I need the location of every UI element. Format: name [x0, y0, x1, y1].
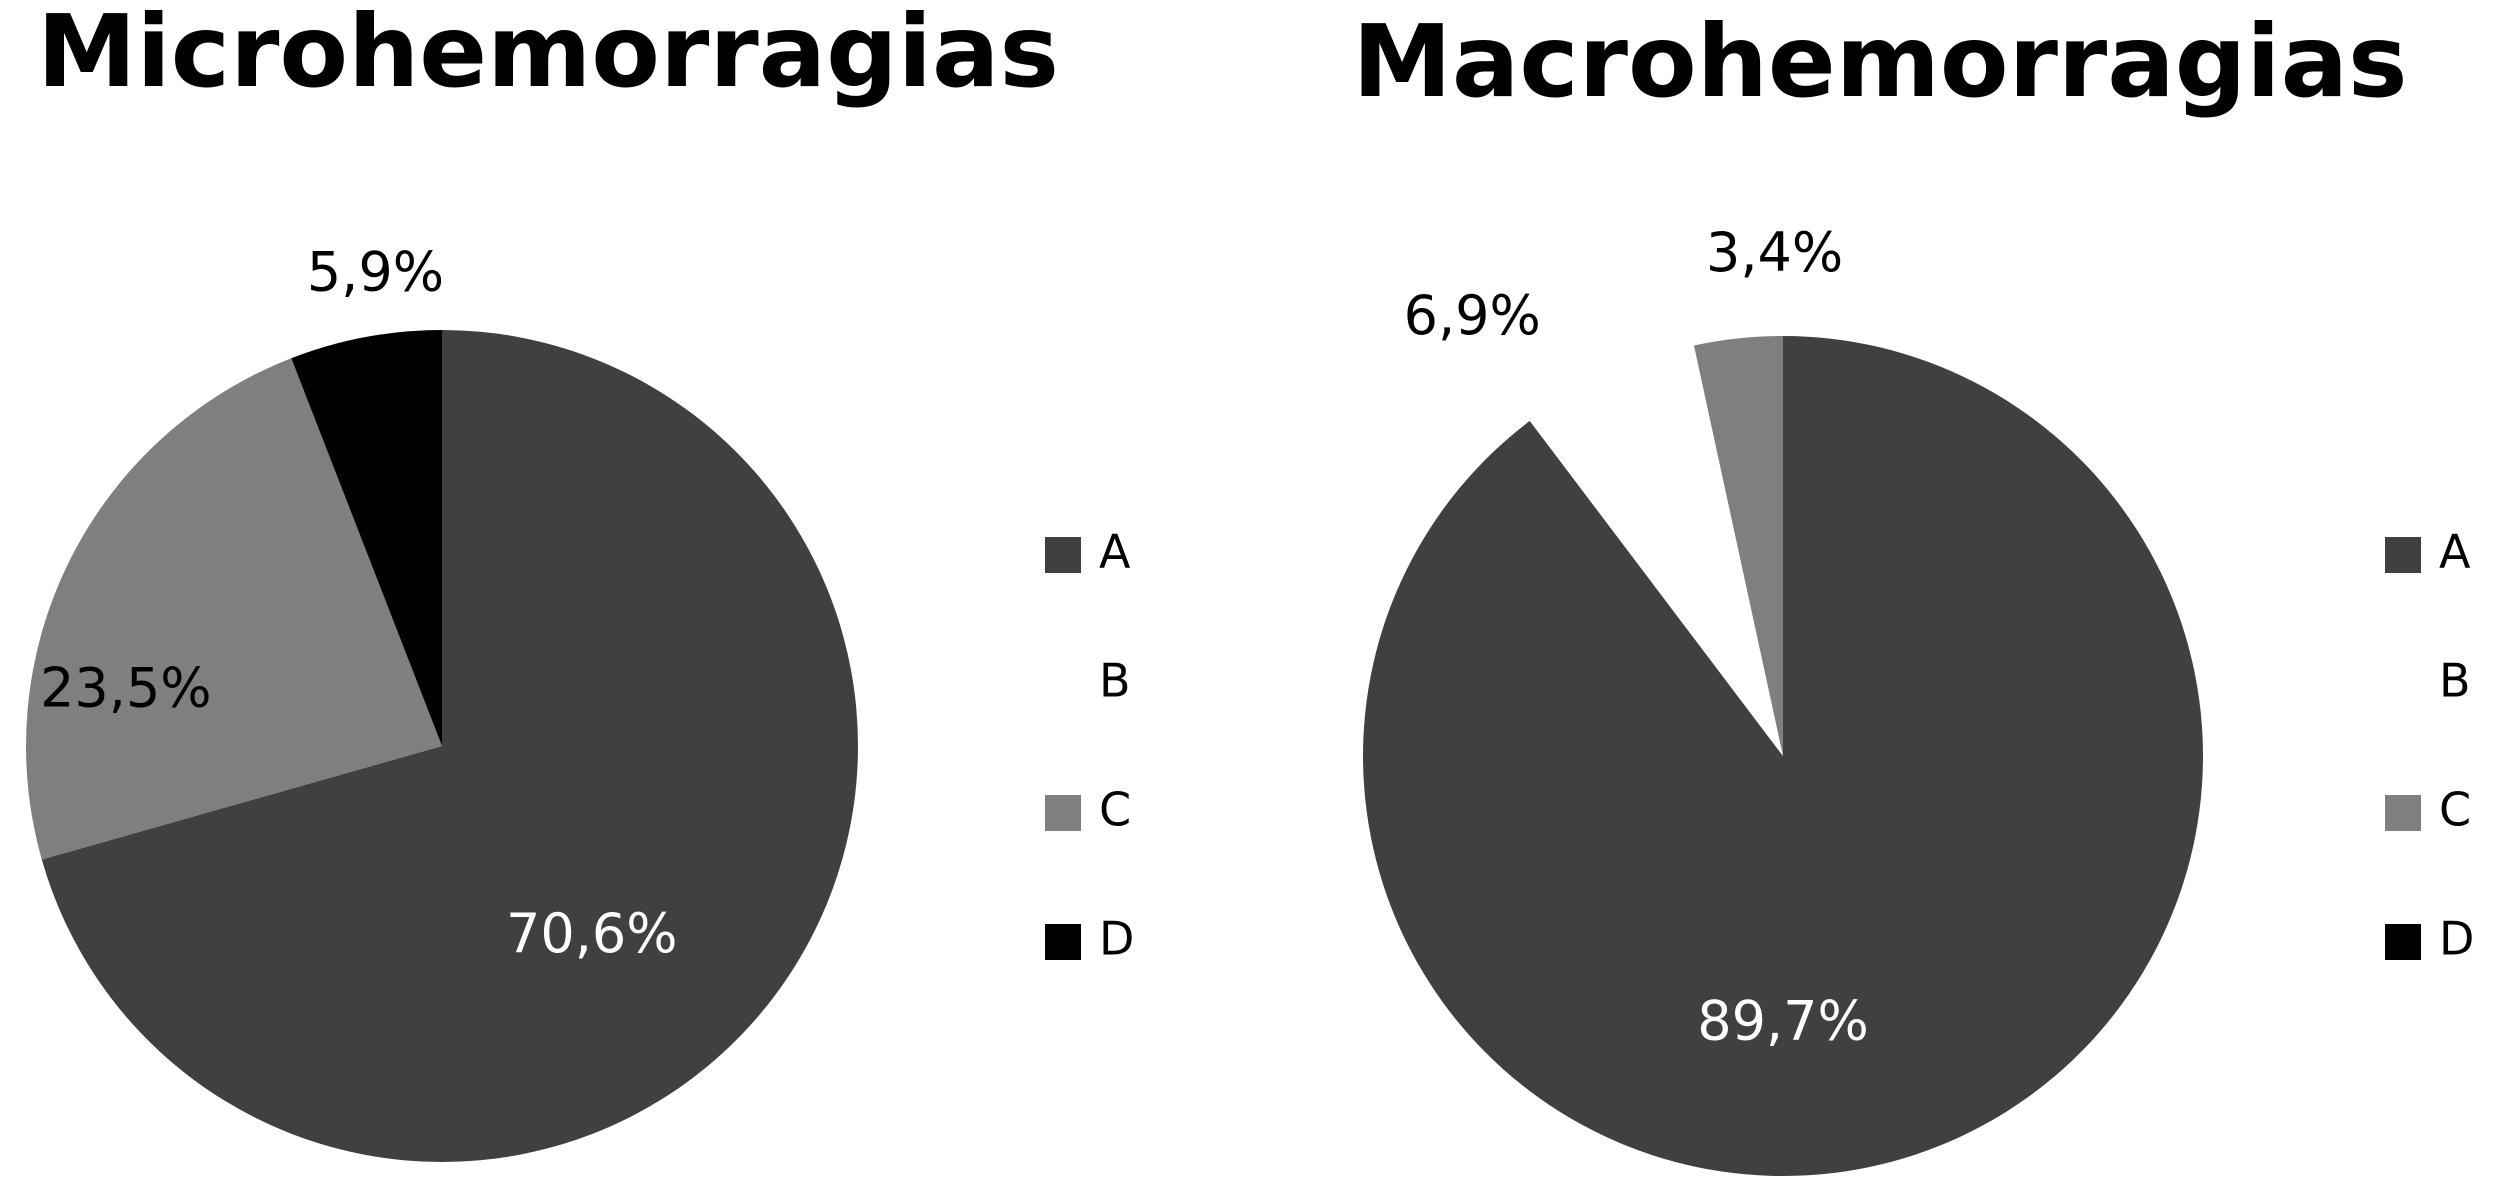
legend-micro: A B C D	[1045, 525, 1134, 966]
legend-label-a: A	[1099, 525, 1131, 579]
legend-swatch-a	[2385, 537, 2421, 573]
legend-label-c: C	[2439, 783, 2471, 837]
legend-label-a: A	[2439, 525, 2471, 579]
slice-label-c: 23,5%	[40, 657, 212, 720]
legend-label-d: D	[2439, 912, 2474, 966]
legend-swatch-d	[2385, 924, 2421, 960]
legend-label-b: B	[1099, 654, 1131, 708]
slice-label-b: 6,9%	[1404, 284, 1541, 347]
pie-slice-a	[41, 330, 858, 1162]
pie-slice-c	[1693, 336, 1783, 756]
slice-label-d: 5,9%	[307, 241, 444, 304]
legend-swatch-a	[1045, 537, 1081, 573]
legend-label-c: C	[1099, 783, 1131, 837]
pie-slice-a	[1363, 336, 2204, 1176]
legend-label-b: B	[2439, 654, 2471, 708]
slice-label-a: 89,7%	[1697, 989, 1869, 1052]
chart-micro: Microhemorragias 70,6% 23,5% 5,9% A B C D	[26, 0, 1134, 1162]
pie-slice-c	[26, 358, 443, 860]
pie-slice-d	[291, 330, 442, 746]
slice-label-a: 70,6%	[506, 902, 678, 965]
legend-label-d: D	[1099, 912, 1134, 966]
legend-swatch-d	[1045, 924, 1081, 960]
legend-swatch-c	[1045, 795, 1081, 831]
legend-swatch-b	[2385, 666, 2421, 702]
chart-title-micro: Microhemorragias	[37, 0, 1059, 110]
pie-micro: 70,6% 23,5% 5,9%	[26, 241, 858, 1162]
pie-slice-b	[1529, 345, 1783, 756]
legend-swatch-b	[1045, 666, 1081, 702]
chart-macro: Macrohemorragias 89,7% 6,9% 3,4% A B C D	[1352, 3, 2474, 1176]
pie-macro: 89,7% 6,9% 3,4%	[1363, 221, 2204, 1176]
chart-title-macro: Macrohemorragias	[1352, 3, 2407, 120]
slice-label-c: 3,4%	[1706, 221, 1843, 284]
legend-swatch-c	[2385, 795, 2421, 831]
legend-macro: A B C D	[2385, 525, 2474, 966]
